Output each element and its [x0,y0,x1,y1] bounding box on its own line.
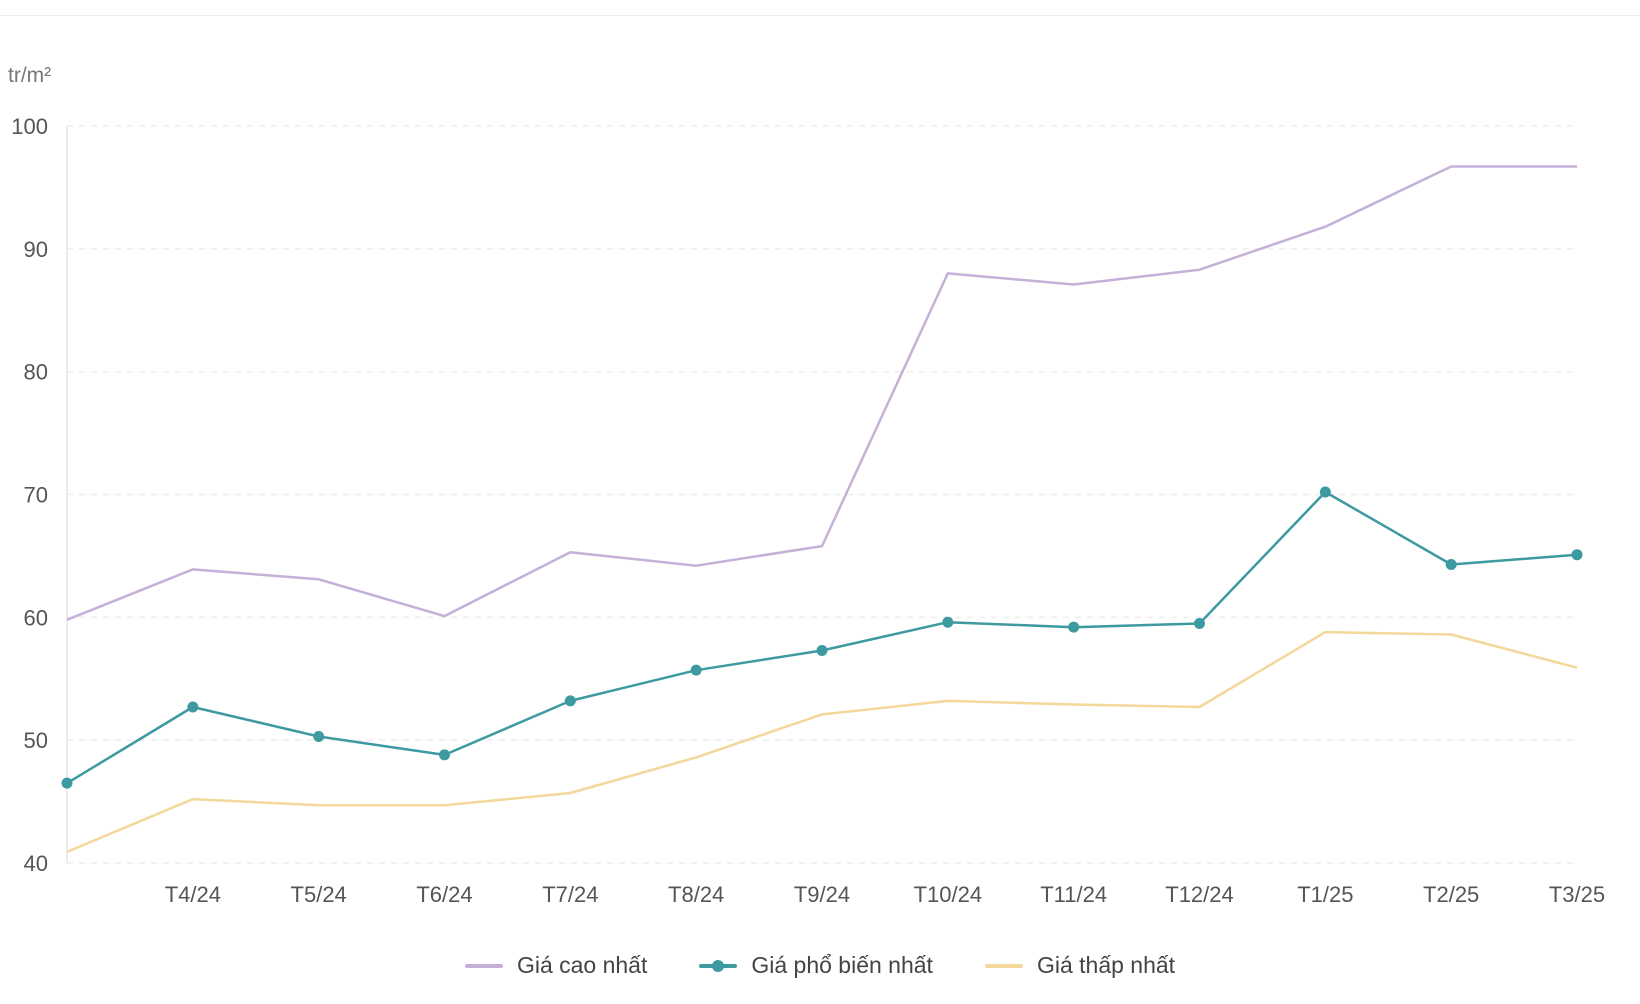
data-point[interactable] [1445,559,1457,571]
legend-swatch [984,963,1023,968]
data-point[interactable] [942,616,954,628]
y-tick-label: 90 [24,237,48,262]
series-line [66,490,1578,785]
top-divider [0,15,1640,16]
series-line [66,630,1578,854]
x-tick-label: T1/25 [1297,882,1353,907]
legend-marker [712,959,725,972]
y-tick-label: 50 [24,728,48,753]
legend-label: Giá cao nhất [516,952,648,978]
x-tick-label: T5/24 [291,882,347,907]
x-tick-label: T6/24 [416,882,472,907]
y-tick-label: 70 [24,483,48,508]
grid-lines [66,125,1577,864]
data-point[interactable] [1319,486,1331,498]
data-point[interactable] [1194,617,1205,629]
x-tick-label: T12/24 [1165,882,1234,907]
y-tick-label: 40 [24,851,48,876]
data-point[interactable] [313,730,325,742]
x-tick-label: T10/24 [914,882,983,907]
y-axis-ticks: 40 50 60 70 80 90 100 [11,114,48,876]
x-tick-label: T8/24 [668,882,724,907]
legend-item[interactable]: Giá cao nhất [464,952,648,979]
series-line [66,165,1577,621]
series-0 [66,165,1577,621]
chart-legend: Giá cao nhất Giá phổ biến nhất Giá thấp nh… [0,952,1640,979]
y-axis-unit-label: tr/m² [8,64,51,87]
x-tick-label: T2/25 [1423,882,1479,907]
y-tick-label: 80 [24,360,48,385]
x-axis-ticks: T4/24 T5/24 T6/24 T7/24 T8/24 T9/24 T10/24 T11/… [165,882,1605,907]
x-tick-label: T11/24 [1040,882,1107,907]
legend-swatch [464,963,503,968]
data-point[interactable] [187,701,199,713]
data-point[interactable] [816,644,828,656]
data-point[interactable] [1571,549,1583,561]
x-tick-label: T3/25 [1549,882,1605,907]
data-point[interactable] [690,664,702,676]
series-2 [66,630,1578,854]
legend-label: Giá thấp nhất [1036,952,1176,978]
x-tick-label: T4/24 [165,882,221,907]
legend-item[interactable]: Giá phổ biến nhất [699,952,933,979]
legend-item[interactable]: Giá thấp nhất [984,952,1176,979]
data-point[interactable] [439,749,450,761]
legend-label: Giá phổ biến nhất [751,952,933,978]
x-tick-label: T9/24 [794,882,850,907]
y-tick-label: 100 [11,114,48,139]
series-1 [61,486,1583,789]
series-lines [61,165,1583,854]
data-point[interactable] [1068,621,1080,633]
data-point[interactable] [61,777,73,789]
y-tick-label: 60 [24,605,48,630]
x-tick-label: T7/24 [542,882,598,907]
line-chart: tr/m² 40 50 60 70 80 90 100 T4/24 T5/24 T6/24 T7/… [8,64,1605,907]
data-point[interactable] [564,695,576,707]
legend-swatch [699,959,738,972]
